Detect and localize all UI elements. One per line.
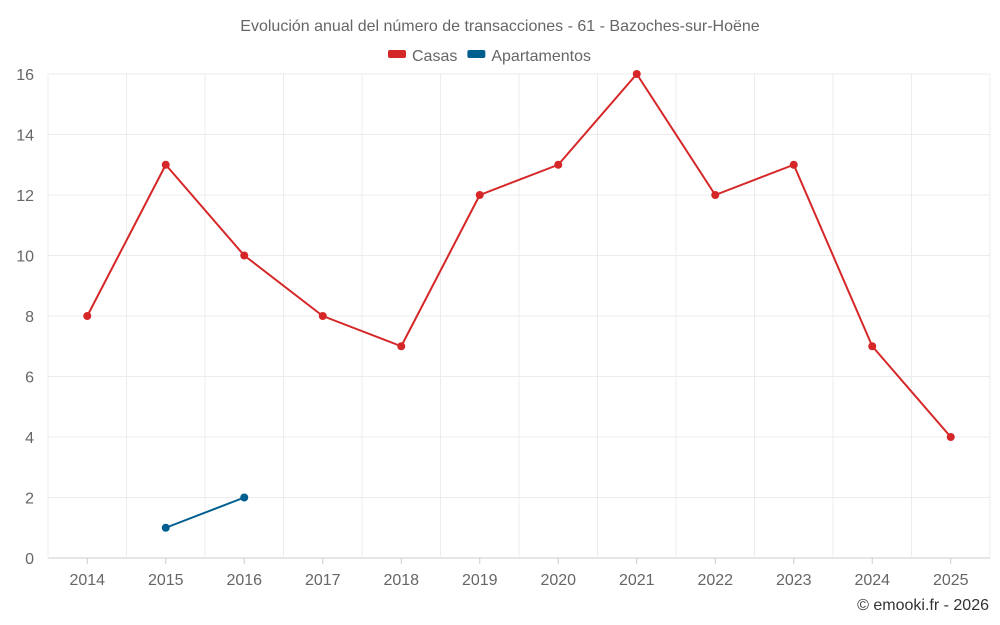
data-point-apartamentos-2016[interactable]	[240, 493, 249, 502]
data-point-casas-2022[interactable]	[711, 191, 720, 199]
data-point-casas-2016[interactable]	[240, 251, 249, 260]
x-tick-label-2021: 2021	[619, 572, 655, 589]
x-tick-label-2019: 2019	[462, 572, 498, 589]
chart-title: Evolución anual del número de transaccio…	[240, 18, 760, 35]
x-tick-label-2022: 2022	[697, 572, 733, 589]
data-point-casas-2023[interactable]	[789, 160, 798, 169]
x-tick-label-2017: 2017	[305, 572, 341, 589]
x-tick-label-2020: 2020	[540, 572, 576, 589]
x-tick-label-2018: 2018	[383, 572, 419, 589]
y-tick-label: 4	[25, 430, 34, 447]
x-tick-label-2025: 2025	[933, 572, 969, 589]
data-point-casas-2020[interactable]	[554, 160, 563, 169]
data-point-casas-2024[interactable]	[868, 342, 877, 351]
x-tick-label-2016: 2016	[226, 572, 262, 589]
data-point-apartamentos-2015[interactable]	[161, 523, 170, 532]
y-axis: 0 2 4 6 8 10 12 14 16	[16, 67, 34, 568]
y-tick-label: 14	[16, 128, 34, 145]
series-line-apartamentos	[165, 496, 245, 529]
x-tick-label-2015: 2015	[148, 572, 184, 589]
series-line-casas	[86, 73, 952, 438]
legend: Casas Apartamentos	[388, 48, 591, 65]
y-tick-label: 8	[25, 309, 34, 326]
y-tick-label: 0	[25, 551, 34, 568]
y-tick-label: 10	[16, 249, 34, 266]
data-point-casas-2018[interactable]	[397, 342, 406, 351]
x-axis: 2014 2015 2016 2017 2018 2019 2020 2021 2022 2023…	[69, 558, 969, 589]
data-point-casas-2019[interactable]	[475, 191, 484, 199]
x-tick-label-2024: 2024	[854, 572, 890, 589]
data-point-casas-2021[interactable]	[632, 70, 641, 78]
data-point-casas-2014[interactable]	[83, 312, 92, 320]
grid	[47, 73, 991, 559]
y-tick-label: 6	[25, 370, 34, 387]
data-point-casas-2015[interactable]	[161, 160, 170, 169]
data-point-casas-2025[interactable]	[946, 433, 955, 441]
y-tick-label: 2	[25, 491, 34, 508]
credit-text: © emooki.fr - 2026	[857, 597, 989, 614]
series-group	[83, 70, 955, 532]
legend-swatch-apartamentos[interactable]	[467, 50, 486, 58]
y-tick-label: 16	[16, 67, 34, 84]
legend-swatch-casas[interactable]	[388, 50, 406, 58]
legend-item-apartamentos[interactable]: Apartamentos	[491, 48, 591, 65]
data-point-casas-2017[interactable]	[318, 312, 327, 320]
y-tick-label: 12	[16, 188, 34, 205]
x-tick-label-2023: 2023	[776, 572, 812, 589]
legend-item-casas[interactable]: Casas	[412, 48, 457, 65]
x-tick-label-2014: 2014	[69, 572, 105, 589]
